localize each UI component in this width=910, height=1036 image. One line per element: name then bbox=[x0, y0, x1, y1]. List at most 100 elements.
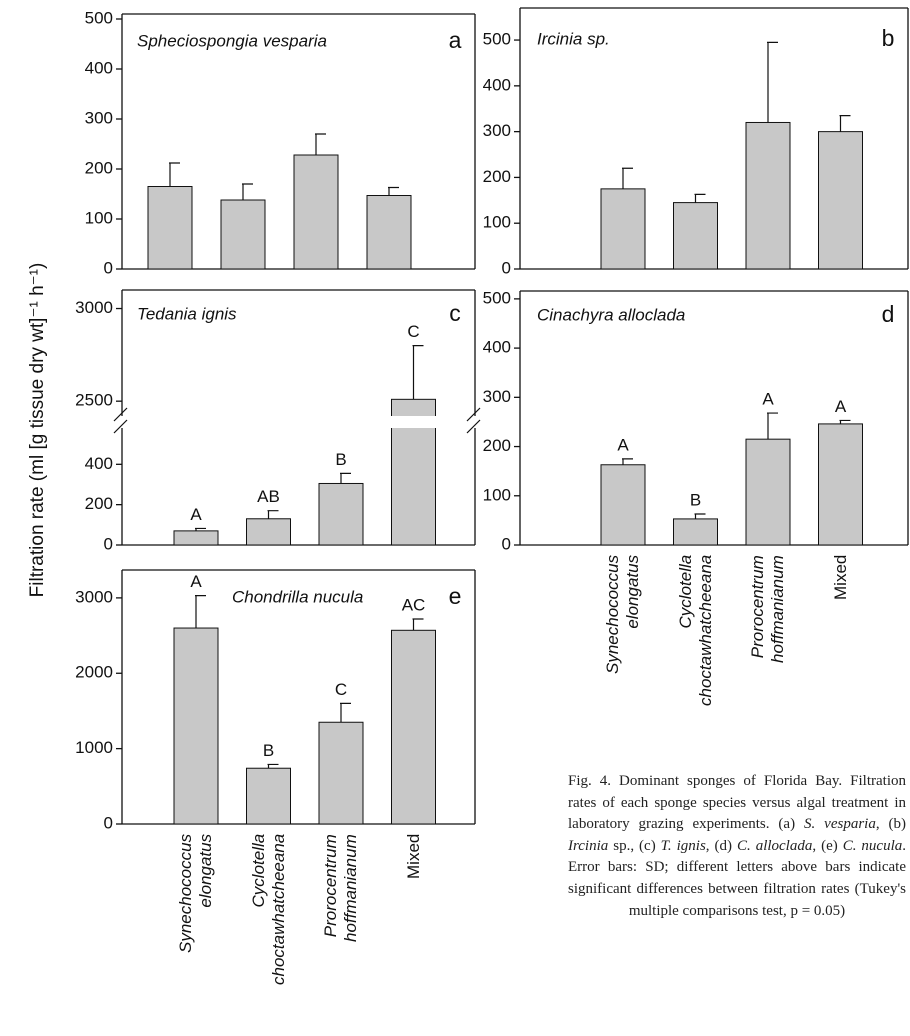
bar bbox=[246, 767, 291, 825]
y-tick-label: 3000 bbox=[75, 587, 113, 606]
error-bar bbox=[412, 618, 424, 631]
x-tick-label: Synechococcus elongatus bbox=[603, 554, 642, 674]
y-tick-label: 300 bbox=[85, 108, 113, 127]
caption-text: T. ignis bbox=[660, 837, 706, 854]
significance-letter: C bbox=[335, 680, 347, 699]
y-tick-label: 400 bbox=[85, 58, 113, 77]
significance-letter: B bbox=[263, 741, 274, 760]
x-tick-label: Mixed bbox=[403, 833, 423, 879]
caption-text: . Error bars: SD; different letters abov… bbox=[568, 837, 906, 919]
caption-text: C. nucula bbox=[842, 837, 903, 854]
panel-letter: c bbox=[449, 300, 461, 326]
y-tick-label: 200 bbox=[483, 167, 511, 186]
bar bbox=[318, 721, 364, 825]
error-bar bbox=[412, 344, 424, 400]
y-tick-label: 100 bbox=[85, 208, 113, 227]
error-bar bbox=[622, 458, 633, 465]
bar bbox=[391, 629, 436, 825]
caption-text: , (b) bbox=[875, 816, 906, 833]
y-tick-label: 500 bbox=[483, 30, 511, 49]
significance-letter: B bbox=[690, 490, 701, 509]
panel-letter: b bbox=[882, 25, 895, 51]
y-tick-label: 2000 bbox=[75, 663, 113, 682]
panel-letter: d bbox=[882, 301, 895, 327]
significance-letter: B bbox=[335, 450, 346, 469]
axis-break-mark bbox=[466, 419, 481, 434]
y-tick-label: 400 bbox=[85, 454, 113, 473]
y-tick-label: 200 bbox=[483, 436, 511, 455]
significance-letter: A bbox=[190, 572, 202, 591]
y-tick-label: 200 bbox=[85, 494, 113, 513]
error-bar bbox=[839, 115, 851, 132]
axis-break-gap bbox=[119, 416, 478, 428]
y-tick-label: 0 bbox=[502, 258, 511, 277]
significance-letter: A bbox=[762, 390, 774, 409]
y-tick-label: 3000 bbox=[75, 298, 113, 317]
y-tick-label: 2500 bbox=[75, 391, 113, 410]
y-tick-label: 500 bbox=[483, 288, 511, 307]
bar bbox=[745, 121, 791, 270]
y-tick-label: 0 bbox=[502, 534, 511, 553]
bar bbox=[673, 202, 718, 270]
panel-letter: a bbox=[449, 27, 462, 53]
panel-title: Chondrilla nucula bbox=[232, 587, 363, 606]
error-bar bbox=[267, 510, 279, 519]
y-tick-label: 0 bbox=[104, 534, 113, 553]
caption-text: Ircinia bbox=[568, 837, 609, 854]
error-bar bbox=[169, 162, 180, 187]
bar bbox=[600, 464, 646, 546]
error-bar bbox=[315, 133, 326, 155]
bar bbox=[293, 154, 339, 270]
error-bar bbox=[694, 513, 706, 519]
error-bar bbox=[839, 419, 851, 424]
caption-text: S. vesparia bbox=[804, 816, 876, 833]
error-bar bbox=[195, 527, 206, 531]
error-bar bbox=[767, 41, 778, 123]
bar bbox=[173, 530, 219, 546]
caption-text: C. alloclada bbox=[736, 837, 813, 854]
y-tick-label: 400 bbox=[483, 75, 511, 94]
y-tick-label: 300 bbox=[483, 121, 511, 140]
bar bbox=[220, 199, 266, 270]
bar bbox=[745, 438, 791, 546]
y-tick-label: 300 bbox=[483, 387, 511, 406]
bar bbox=[818, 423, 863, 546]
panel-title: Tedania ignis bbox=[137, 304, 237, 323]
error-bar bbox=[622, 167, 633, 189]
axis-break-mark bbox=[466, 407, 481, 422]
bar bbox=[173, 627, 219, 825]
panel-title: Cinachyra alloclada bbox=[537, 305, 685, 324]
significance-letter: AC bbox=[402, 595, 426, 614]
significance-letter: C bbox=[407, 322, 419, 341]
axis-break-mark bbox=[113, 407, 128, 422]
error-bar bbox=[340, 702, 351, 723]
y-tick-label: 0 bbox=[104, 813, 113, 832]
y-axis-label: Filtration rate (ml [g tissue dry wt]⁻¹ … bbox=[27, 263, 48, 598]
caption-text: Fig. 4. Dominant sponges of Florida Bay.… bbox=[568, 773, 906, 833]
bar bbox=[600, 188, 646, 270]
error-bar bbox=[267, 763, 279, 769]
y-tick-label: 1000 bbox=[75, 738, 113, 757]
error-bar bbox=[388, 186, 399, 196]
y-tick-label: 0 bbox=[104, 258, 113, 277]
caption-text: sp., (c) bbox=[608, 837, 661, 854]
bar bbox=[818, 131, 863, 270]
x-tick-label: Prorocentrum hoffmanianum bbox=[321, 834, 360, 942]
y-tick-label: 200 bbox=[85, 158, 113, 177]
y-tick-label: 500 bbox=[85, 8, 113, 27]
error-bar bbox=[195, 595, 206, 629]
panel-title: Spheciospongia vesparia bbox=[137, 31, 327, 50]
error-bar bbox=[242, 183, 253, 200]
bar bbox=[366, 195, 412, 270]
y-tick-label: 100 bbox=[483, 213, 511, 232]
bar bbox=[246, 518, 291, 546]
caption-text: , (d) bbox=[705, 837, 737, 854]
error-bar bbox=[694, 193, 706, 203]
bar bbox=[673, 518, 718, 546]
error-bar bbox=[340, 472, 351, 484]
x-tick-label: Mixed bbox=[830, 554, 850, 600]
caption: Fig. 4. Dominant sponges of Florida Bay.… bbox=[568, 771, 906, 922]
caption-text: , (e) bbox=[812, 837, 843, 854]
